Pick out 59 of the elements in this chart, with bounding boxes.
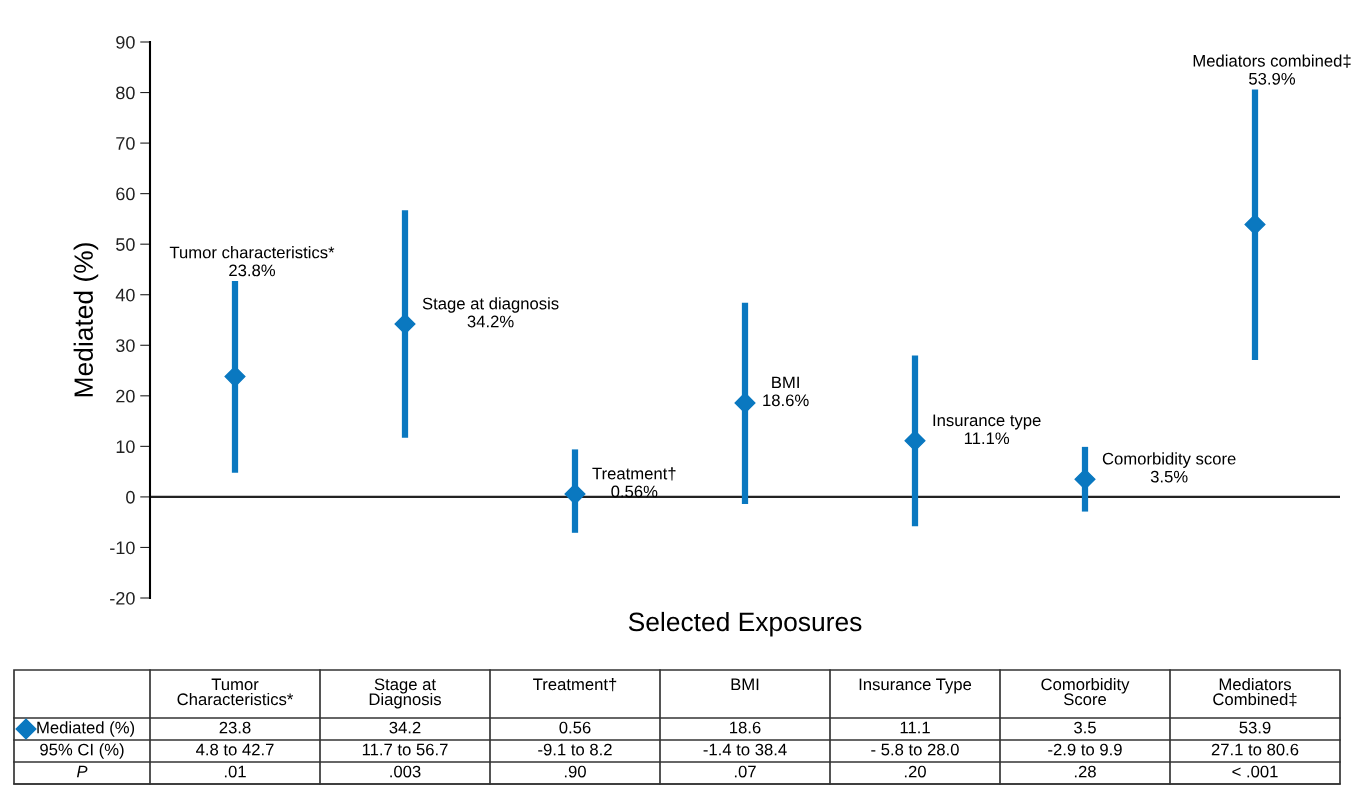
x-tick-label: Tumor Characteristics* [177, 678, 294, 706]
x-tick-label: Treatment† [533, 678, 617, 692]
annotation: Comorbidity score 3.5% [1102, 452, 1236, 483]
y-tick-label: 20 [116, 389, 135, 403]
point [564, 483, 586, 505]
legend-label: Mediated (%) [37, 721, 135, 737]
point [224, 366, 246, 388]
data-label: 34.2 [389, 721, 421, 734]
text: 95% CI (%) [40, 743, 124, 759]
annotation: Tumor characteristics* 23.8% [169, 246, 335, 277]
y-tick-label: 60 [116, 187, 135, 201]
y-tick-label: 90 [116, 35, 135, 49]
text: 27.1 to 80.6 [1211, 743, 1299, 756]
point [1074, 468, 1096, 490]
x-axis-title: Selected Exposures [628, 611, 862, 637]
text: - 5.8 to 28.0 [871, 743, 959, 756]
text: .90 [564, 765, 586, 778]
y-tick-label: -20 [110, 591, 135, 605]
annotation: Stage at diagnosis 34.2% [422, 297, 559, 328]
text: .28 [1074, 765, 1096, 778]
text: .003 [390, 765, 421, 778]
x-tick-label: Insurance Type [859, 678, 972, 694]
x-tick-label: Comorbidity Score [1041, 678, 1130, 706]
text: 11.7 to 56.7 [362, 743, 448, 756]
text: P [76, 765, 88, 778]
y-tick-label: 40 [115, 288, 135, 302]
point [734, 392, 756, 414]
y-tick-label: 10 [116, 440, 135, 454]
data-label: 0.56 [559, 721, 591, 734]
text: .07 [734, 765, 756, 778]
annotation: Mediators combined‡ 53.9% [1193, 54, 1351, 85]
x-tick-label: Mediators Combined‡ [1213, 678, 1297, 707]
y-tick-label: 30 [116, 339, 135, 352]
text: .20 [904, 765, 926, 778]
text: < .001 [1232, 765, 1278, 778]
point [394, 313, 416, 335]
y-tick-label: 0 [126, 490, 135, 504]
text: -2.9 to 9.9 [1048, 743, 1122, 756]
y-tick-label: 80 [116, 86, 135, 100]
point [1244, 213, 1266, 235]
data-label: 3.5 [1074, 721, 1096, 734]
data-label: 53.9 [1239, 721, 1271, 734]
point [904, 430, 926, 452]
text: -1.4 to 38.4 [703, 743, 787, 756]
x-tick-label: BMI [731, 678, 759, 691]
x-tick-label: Stage at Diagnosis [369, 678, 441, 709]
data-label: 23.8 [219, 721, 251, 734]
text: 4.8 to 42.7 [196, 743, 274, 756]
y-tick-label: 50 [116, 238, 135, 251]
annotation: Insurance type 11.1% [933, 414, 1041, 445]
annotation: Treatment† 0.56% [592, 467, 676, 498]
text: -9.1 to 8.2 [538, 743, 612, 756]
data-label: 11.1 [900, 721, 930, 734]
y-tick-label: -10 [110, 541, 135, 555]
text: .01 [224, 765, 246, 778]
y-tick-label: 70 [116, 137, 135, 150]
data-label: 18.6 [730, 721, 761, 734]
annotation: BMI 18.6% [763, 376, 809, 407]
y-axis-title: Mediated (%) [73, 243, 99, 397]
